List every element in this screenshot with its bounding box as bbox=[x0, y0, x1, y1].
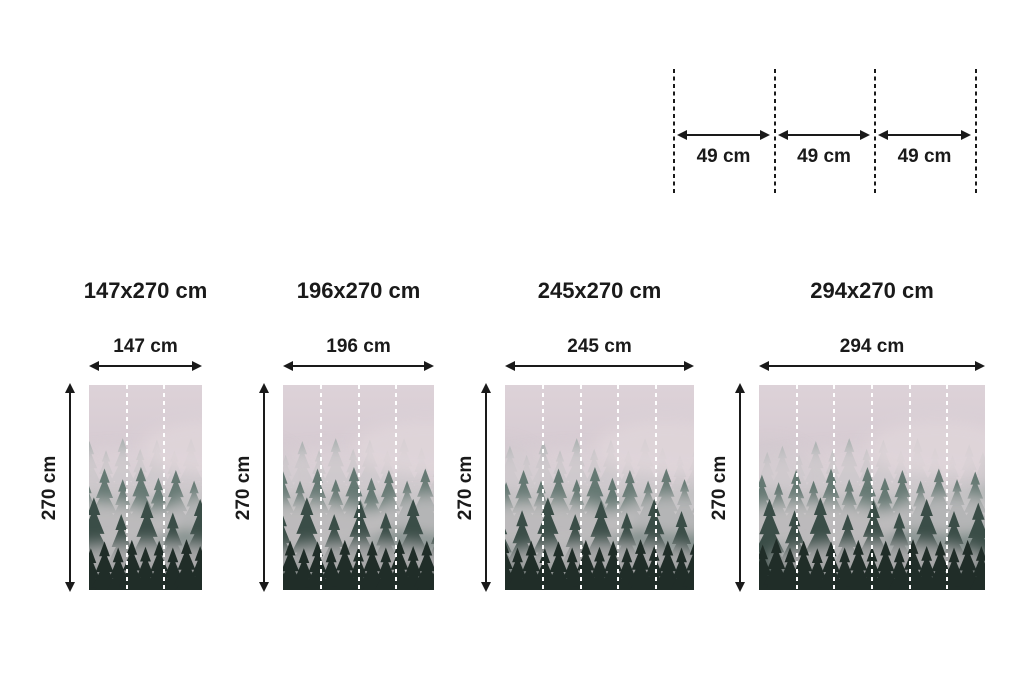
panel-width-label: 49 cm bbox=[696, 146, 751, 167]
height-arrow bbox=[735, 383, 745, 592]
mural-image bbox=[89, 385, 202, 590]
panel-width-arrow bbox=[878, 130, 971, 140]
panel-width-label: 49 cm bbox=[797, 146, 851, 167]
panel-divider-line bbox=[796, 385, 798, 590]
panel-width-diagram: 49 cm 49 cm 49 cm bbox=[673, 69, 977, 195]
panel-divider-line bbox=[320, 385, 322, 590]
height-arrow bbox=[65, 383, 75, 592]
height-label-box: 270 cm bbox=[225, 385, 263, 590]
panel-edge-dashed-line bbox=[673, 69, 675, 195]
panel-edge-dashed-line bbox=[774, 69, 776, 195]
mural-image bbox=[283, 385, 434, 590]
height-label: 270 cm bbox=[233, 455, 255, 520]
size-title: 147x270 cm bbox=[83, 278, 208, 303]
panel-segment: 49 cm bbox=[675, 69, 772, 195]
height-label-box: 270 cm bbox=[31, 385, 69, 590]
size-option: 294x270 cm 294 cm 270 cm bbox=[709, 276, 985, 592]
mural-image bbox=[759, 385, 985, 590]
size-option: 196x270 cm 196 cm 270 cm bbox=[233, 276, 434, 592]
panel-width-arrow bbox=[778, 130, 870, 140]
size-title: 196x270 cm bbox=[296, 278, 421, 303]
panel-edge-dashed-line bbox=[975, 69, 977, 195]
size-option: 245x270 cm 245 cm 270 cm bbox=[455, 276, 694, 592]
width-label: 245 cm bbox=[567, 336, 632, 357]
height-arrow bbox=[259, 383, 269, 592]
panel-divider-line bbox=[395, 385, 397, 590]
size-title: 294x270 cm bbox=[810, 278, 934, 303]
panel-divider-line bbox=[358, 385, 360, 590]
panel-divider-line bbox=[126, 385, 128, 590]
height-label: 270 cm bbox=[455, 455, 477, 520]
width-label: 294 cm bbox=[839, 336, 905, 357]
foggy-forest-image bbox=[89, 385, 202, 590]
height-label: 270 cm bbox=[709, 455, 731, 520]
width-arrow bbox=[759, 361, 985, 371]
panel-divider-line bbox=[163, 385, 165, 590]
height-label-box: 270 cm bbox=[447, 385, 485, 590]
panel-divider-line bbox=[871, 385, 873, 590]
panel-divider-line bbox=[617, 385, 619, 590]
width-label: 147 cm bbox=[113, 336, 178, 357]
panel-divider-line bbox=[580, 385, 582, 590]
width-arrow bbox=[505, 361, 694, 371]
panel-divider-line bbox=[542, 385, 544, 590]
height-label-box: 270 cm bbox=[701, 385, 739, 590]
height-label: 270 cm bbox=[39, 455, 61, 520]
size-option: 147x270 cm 147 cm 270 cm bbox=[39, 276, 207, 592]
panel-width-label: 49 cm bbox=[897, 146, 952, 167]
width-arrow bbox=[283, 361, 434, 371]
height-arrow bbox=[481, 383, 491, 592]
panel-divider-line bbox=[946, 385, 948, 590]
width-arrow bbox=[89, 361, 202, 371]
panel-segment: 49 cm bbox=[876, 69, 973, 195]
size-title: 245x270 cm bbox=[537, 278, 662, 303]
panel-divider-line bbox=[655, 385, 657, 590]
panel-divider-line bbox=[909, 385, 911, 590]
panel-width-arrow bbox=[677, 130, 770, 140]
panel-edge-dashed-line bbox=[874, 69, 876, 195]
foggy-forest-image bbox=[505, 385, 694, 590]
panel-segment: 49 cm bbox=[776, 69, 872, 195]
width-label: 196 cm bbox=[326, 336, 391, 357]
mural-image bbox=[505, 385, 694, 590]
panel-divider-line bbox=[833, 385, 835, 590]
